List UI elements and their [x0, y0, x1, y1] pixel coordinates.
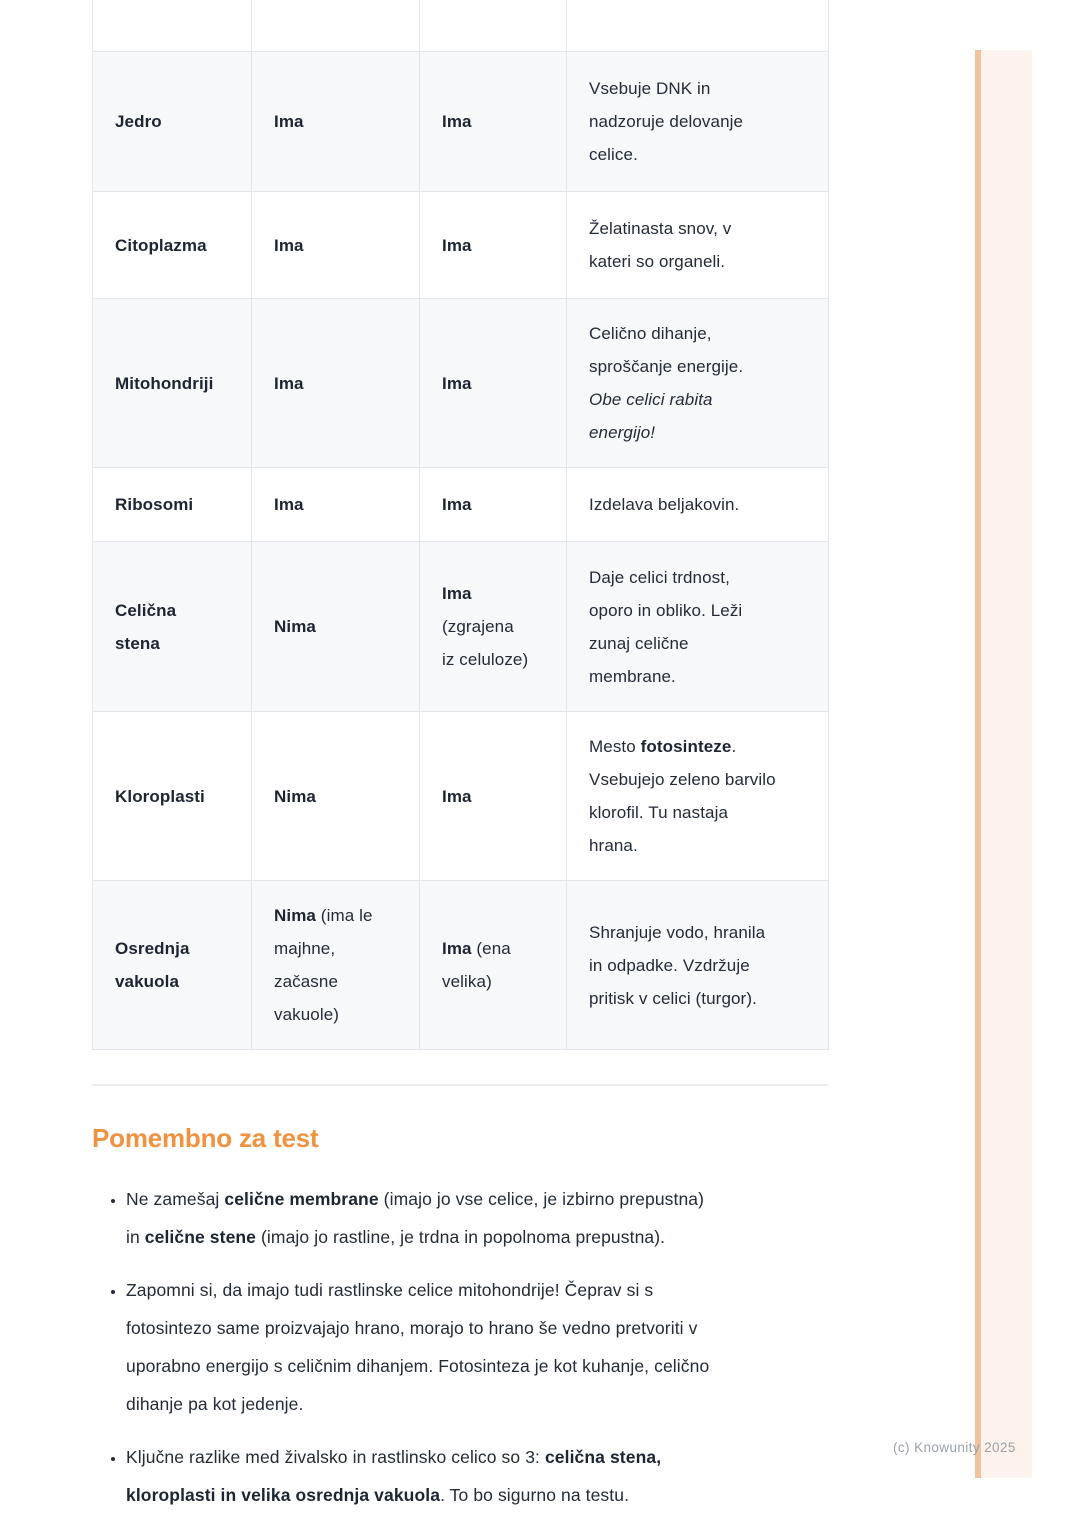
text-segment: Osrednja vakuola [115, 939, 190, 991]
text-segment: Jedro [115, 112, 162, 131]
text-segment: Ne zamešaj [126, 1189, 225, 1209]
text-segment: Mesto [589, 737, 641, 756]
text-segment: Želatinasta snov, v kateri so organeli. [589, 219, 732, 271]
text-segment: Ribosomi [115, 495, 194, 514]
text-segment: Nima [274, 906, 316, 925]
table-row: Kloroplasti Nima Ima Mesto fotosinteze. Vse… [92, 711, 829, 881]
text-segment: Ima [442, 373, 472, 393]
copyright-watermark: (c) Knowunity 2025 [893, 1440, 1016, 1455]
cell-comparison-table: Jedro Ima Ima Vsebuje DNK in nadzoruje delo… [92, 0, 829, 1050]
cell-organelle [92, 0, 252, 52]
text-segment: (ima le majhne, začasne vakuole) [274, 906, 373, 1024]
text-segment: Ključne razlike med živalsko in rastlins… [126, 1447, 545, 1467]
table-row-cutoff [92, 0, 829, 52]
text-segment: Mitohondriji [115, 373, 214, 393]
text-segment: Ima [442, 584, 472, 603]
text-segment: Ima [442, 112, 472, 131]
cell-description: Želatinasta snov, v kateri so organeli. [566, 191, 829, 299]
table-row: Mitohondriji Ima Ima Celično dihanje, sproš… [92, 298, 829, 468]
cell-animal-cell: Ima [251, 298, 420, 468]
cell-plant-cell: Ima (zgrajena iz celuloze) [419, 541, 567, 712]
text-segment: (ena velika) [442, 939, 511, 991]
text-segment: Ima [442, 235, 472, 255]
note-item: Ključne razlike med živalsko in rastlins… [126, 1438, 828, 1514]
text-segment: Daje celici trdnost, oporo in obliko. Le… [589, 567, 743, 686]
text-segment: Ima [442, 495, 472, 514]
text-segment: Obe celici rabita energijo! [589, 390, 713, 442]
table-row: Ribosomi Ima Ima Izdelava beljakovin. [92, 467, 829, 542]
cell-animal-cell: Nima (ima le majhne, začasne vakuole) [251, 880, 420, 1050]
cell-plant-cell: Ima [419, 191, 567, 299]
text-segment: Kloroplasti [115, 786, 205, 806]
text-segment: (imajo jo vse celice, je izbirno prepust… [126, 1189, 705, 1247]
cell-description: Vsebuje DNK in nadzoruje delovanje celic… [566, 51, 829, 192]
text-segment: Ima [274, 373, 304, 393]
document-content: Jedro Ima Ima Vsebuje DNK in nadzoruje delo… [92, 0, 829, 1529]
text-segment: Vsebuje DNK in nadzoruje delovanje celic… [589, 79, 744, 164]
cell-plant-cell: Ima [419, 298, 567, 468]
text-segment: Shranjuje vodo, hranila in odpadke. Vzdr… [589, 922, 766, 1008]
cell-organelle: Jedro [92, 51, 252, 192]
cell-description: Celično dihanje, sproščanje energije. Ob… [566, 298, 829, 468]
cell-description: Izdelava beljakovin. [566, 467, 829, 542]
text-segment: Izdelava beljakovin. [589, 495, 740, 514]
cell-plant-cell: Ima (ena velika) [419, 880, 567, 1050]
text-segment: Nima [274, 786, 316, 806]
text-segment: Ima [442, 786, 472, 806]
text-segment: celična stena, kloroplasti in velika osr… [126, 1447, 662, 1505]
text-segment: fotosinteze [640, 737, 732, 756]
note-item: Ne zamešaj celične membrane (imajo jo vs… [126, 1180, 828, 1256]
cell-organelle: Ribosomi [92, 467, 252, 542]
cell-organelle: Osrednja vakuola [92, 880, 252, 1050]
table-row: Celična stena Nima Ima (zgrajena iz celulo… [92, 541, 829, 712]
text-segment: Ima [442, 939, 472, 958]
cell-plant-cell [419, 0, 567, 52]
text-segment: celične stene [144, 1227, 257, 1247]
table-row: Osrednja vakuola Nima (ima le majhne, zač… [92, 880, 829, 1050]
cell-description [566, 0, 829, 52]
text-segment: Celična stena [115, 600, 177, 653]
text-segment: Celično dihanje, sproščanje energije. [589, 324, 744, 376]
cell-organelle: Celična stena [92, 541, 252, 712]
cell-plant-cell: Ima [419, 51, 567, 192]
text-segment: Citoplazma [115, 235, 207, 255]
important-notes-list: Ne zamešaj celične membrane (imajo jo vs… [92, 1180, 828, 1514]
text-segment: Zapomni si, da imajo tudi rastlinske cel… [126, 1280, 710, 1414]
cell-animal-cell: Nima [251, 711, 420, 881]
section-divider [92, 1084, 828, 1086]
cell-organelle: Mitohondriji [92, 298, 252, 468]
cell-organelle: Kloroplasti [92, 711, 252, 881]
text-segment: celične membrane [224, 1189, 379, 1209]
text-segment: . Vsebujejo zeleno barvilo klorofil. Tu … [589, 737, 776, 855]
cell-plant-cell: Ima [419, 467, 567, 542]
text-segment: . To bo sigurno na testu. [440, 1485, 630, 1505]
text-segment: (imajo jo rastline, je trdna in popolnom… [256, 1227, 666, 1247]
cell-description: Daje celici trdnost, oporo in obliko. Le… [566, 541, 829, 712]
page-accent-bar [975, 50, 1032, 1478]
table-row: Jedro Ima Ima Vsebuje DNK in nadzoruje delo… [92, 51, 829, 192]
section-heading: Pomembno za test [92, 1123, 319, 1153]
text-segment: Ima [274, 112, 304, 131]
cell-plant-cell: Ima [419, 711, 567, 881]
cell-animal-cell: Ima [251, 467, 420, 542]
text-segment: Ima [274, 495, 304, 514]
table-row: Citoplazma Ima Ima Želatinasta snov, v kate… [92, 191, 829, 299]
note-item: Zapomni si, da imajo tudi rastlinske cel… [126, 1271, 828, 1423]
text-segment: Ima [274, 235, 304, 255]
cell-animal-cell: Ima [251, 51, 420, 192]
text-segment: (zgrajena iz celuloze) [442, 617, 529, 669]
cell-organelle: Citoplazma [92, 191, 252, 299]
cell-description: Shranjuje vodo, hranila in odpadke. Vzdr… [566, 880, 829, 1050]
cell-animal-cell: Nima [251, 541, 420, 712]
cell-animal-cell: Ima [251, 191, 420, 299]
text-segment: Nima [274, 617, 316, 636]
cell-animal-cell [251, 0, 420, 52]
cell-description: Mesto fotosinteze. Vsebujejo zeleno barv… [566, 711, 829, 881]
